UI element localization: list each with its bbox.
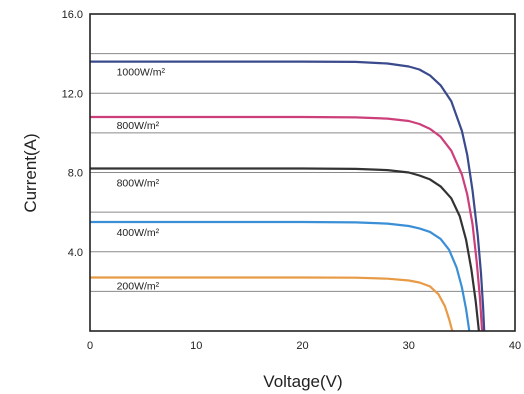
y-tick-label: 12.0 xyxy=(62,88,83,100)
curve-labels: 1000W/m² 800W/m² 800W/m² 400W/m² 200W/m² xyxy=(117,66,166,292)
gridlines xyxy=(90,53,515,292)
x-tick-label: 10 xyxy=(190,340,202,352)
x-tick-label: 40 xyxy=(509,340,521,352)
series-line-2 xyxy=(90,167,480,332)
series-line-4 xyxy=(90,276,454,332)
x-tick-label: 0 xyxy=(87,340,93,352)
x-tick-label: 30 xyxy=(403,340,415,352)
x-axis-title: Voltage(V) xyxy=(263,372,342,391)
y-tick-label: 16.0 xyxy=(62,9,83,21)
series-label-0: 1000W/m² xyxy=(117,66,166,78)
y-tick-label: 4.0 xyxy=(68,247,83,259)
series-label-1: 800W/m² xyxy=(117,120,160,132)
plot-frame xyxy=(89,13,516,332)
series-line-1 xyxy=(90,115,484,332)
y-tick-label: 8.0 xyxy=(68,168,83,180)
series-label-3: 400W/m² xyxy=(117,227,160,239)
curves xyxy=(90,60,486,332)
y-axis-title: Current(A) xyxy=(21,133,40,212)
tick-labels: 0 10 20 30 40 4.0 8.0 12.0 16.0 xyxy=(62,9,522,352)
series-line-0 xyxy=(90,60,486,332)
x-tick-label: 20 xyxy=(296,340,308,352)
series-label-2: 800W/m² xyxy=(117,177,160,189)
series-line-3 xyxy=(90,220,471,332)
series-label-4: 200W/m² xyxy=(117,280,160,292)
